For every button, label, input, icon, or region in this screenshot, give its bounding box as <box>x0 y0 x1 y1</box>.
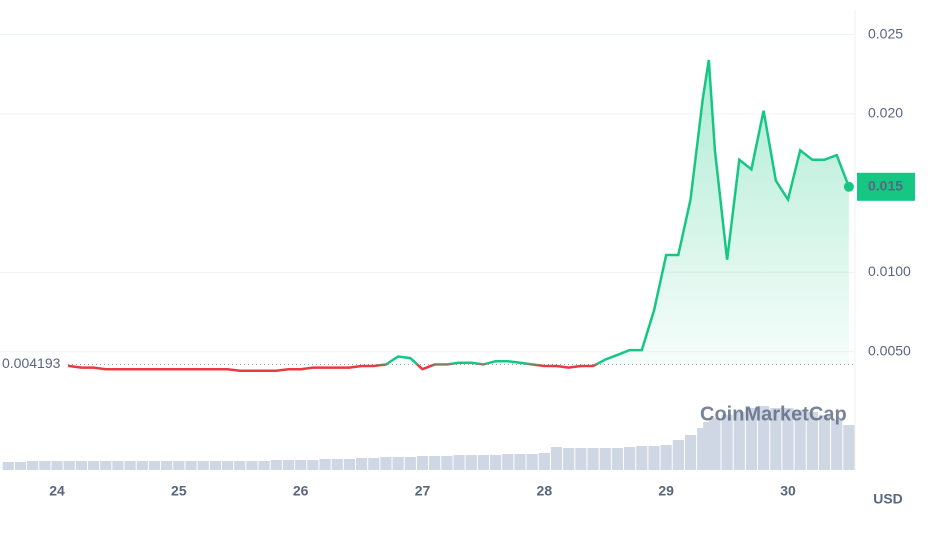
volume-bar <box>770 408 782 470</box>
volume-bar <box>672 440 684 470</box>
volume-bar <box>453 455 465 470</box>
volume-bar <box>599 448 611 470</box>
volume-bar <box>246 461 258 470</box>
volume-bar <box>745 408 758 470</box>
volume-bar <box>282 460 295 470</box>
x-tick-label: 29 <box>658 483 674 499</box>
volume-bar <box>721 415 733 470</box>
y-tick-label: 0.025 <box>868 25 903 41</box>
volume-bar <box>270 460 282 470</box>
volume-bar <box>526 454 538 470</box>
volume-bar <box>404 457 416 470</box>
volume-bar <box>112 461 124 470</box>
volume-bar <box>514 454 526 470</box>
volume-bar <box>136 461 148 470</box>
x-tick-label: 24 <box>49 483 65 499</box>
volume-bar <box>733 412 745 470</box>
volume-bar <box>258 461 270 470</box>
volume-bar <box>794 410 806 470</box>
volume-bar <box>758 406 770 470</box>
volume-bar <box>465 455 477 470</box>
x-tick-label: 25 <box>171 483 187 499</box>
price-badge-label: 0.015 <box>868 178 903 194</box>
volume-bar <box>697 428 709 470</box>
y-tick-label: 0.020 <box>868 105 903 121</box>
volume-bar <box>14 462 27 470</box>
volume-bar <box>368 458 380 470</box>
x-tick-label: 27 <box>415 483 431 499</box>
volume-bar <box>234 461 246 470</box>
volume-bar <box>684 435 697 470</box>
volume-bar <box>392 457 404 470</box>
volume-bar <box>490 455 502 470</box>
baseline-label-bg <box>0 354 68 375</box>
volume-bar <box>75 461 87 470</box>
volume-bar <box>209 461 221 470</box>
unit-label: USD <box>873 491 903 507</box>
volume-bar <box>502 454 514 470</box>
volume-bar <box>331 459 343 470</box>
volume-bar <box>295 460 307 470</box>
volume-bar <box>380 457 392 470</box>
volume-bar <box>173 461 185 470</box>
volume-bar <box>197 461 209 470</box>
price-badge <box>857 172 915 201</box>
volume-bar <box>63 461 75 470</box>
volume-bar <box>39 461 51 470</box>
watermark: CoinMarketCap <box>700 403 847 425</box>
volume-bar <box>441 456 453 470</box>
volume-bar <box>27 461 39 470</box>
volume-bar <box>660 445 672 470</box>
x-tick-label: 26 <box>293 483 309 499</box>
volume-bar <box>818 415 831 470</box>
volume-bar <box>148 461 161 470</box>
price-line-down <box>8 364 599 372</box>
y-tick-label: 0.0100 <box>868 263 911 279</box>
volume-bar <box>563 448 575 470</box>
volume-bar <box>87 461 100 470</box>
volume-bar <box>343 459 355 470</box>
volume-bar <box>575 448 587 470</box>
volume-bar <box>538 453 550 470</box>
volume-bar <box>806 412 818 470</box>
x-tick-label: 28 <box>537 483 553 499</box>
volume-bar <box>587 448 599 470</box>
volume-bar <box>416 456 429 470</box>
y-tick-label: 0.0050 <box>868 342 911 358</box>
volume-bar <box>185 461 197 470</box>
volume-bar <box>51 461 63 470</box>
volume-bar <box>648 446 660 470</box>
price-line-up <box>8 59 851 365</box>
volume-bar <box>307 460 319 470</box>
volume-bar <box>319 459 331 470</box>
volume-bar <box>161 461 173 470</box>
baseline-label: 0.004193 <box>2 355 61 371</box>
volume-bar <box>2 462 14 470</box>
volume-bar <box>636 446 648 470</box>
volume-bar <box>843 425 855 470</box>
volume-bar <box>624 447 636 470</box>
volume-bar <box>709 418 721 470</box>
volume-bar <box>703 422 715 470</box>
price-area <box>8 59 849 365</box>
volume-bar <box>429 456 441 470</box>
volume-bar <box>100 461 112 470</box>
volume-bar <box>831 420 843 470</box>
x-tick-label: 30 <box>780 483 796 499</box>
volume-bar <box>550 447 563 470</box>
volume-bar <box>782 408 794 470</box>
volume-bar <box>611 448 624 470</box>
volume-bar <box>477 455 490 470</box>
volume-bar <box>355 458 368 470</box>
last-point <box>843 181 854 192</box>
volume-bar <box>221 461 234 470</box>
volume-bar <box>124 461 136 470</box>
